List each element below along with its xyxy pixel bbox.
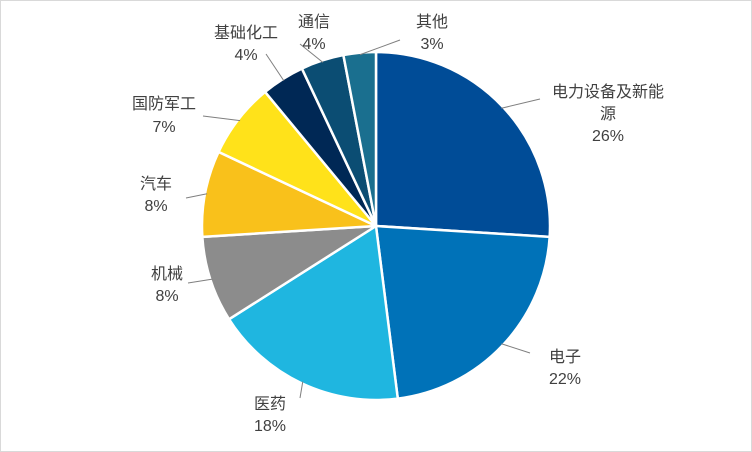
leader-line-7 bbox=[299, 43, 324, 63]
pie-slice-0 bbox=[374, 50, 552, 239]
label-pct-auto: 8% bbox=[144, 198, 167, 215]
label-pct-chemicals: 4% bbox=[234, 47, 257, 64]
leader-line-8 bbox=[359, 39, 401, 56]
label-name-other: 其他 bbox=[416, 13, 448, 31]
slice-labels: 电力设备及新能 源 26% 电子 22% 医药 18% 机械 8% 汽车 8% … bbox=[132, 13, 664, 435]
pie-slice-8 bbox=[341, 50, 378, 227]
label-name-machinery: 机械 bbox=[151, 265, 183, 283]
label-name-chemicals: 基础化工 bbox=[214, 24, 278, 42]
leader-line-6 bbox=[265, 53, 285, 82]
pie-slice-1 bbox=[374, 224, 551, 401]
label-name-power-equipment-cont: 源 bbox=[600, 105, 616, 123]
label-name-electronics: 电子 bbox=[549, 348, 581, 366]
leader-line-3 bbox=[187, 278, 213, 284]
label-name-defense: 国防军工 bbox=[132, 95, 196, 113]
label-name-pharma: 医药 bbox=[254, 395, 286, 413]
leader-line-4 bbox=[185, 193, 208, 199]
leader-line-0 bbox=[501, 98, 541, 109]
label-name-telecom: 通信 bbox=[298, 13, 330, 31]
leader-line-1 bbox=[501, 343, 531, 354]
leader-line-5 bbox=[202, 115, 241, 122]
pie-slices bbox=[200, 50, 552, 402]
label-pct-pharma: 18% bbox=[254, 418, 286, 435]
label-pct-power-equipment: 26% bbox=[592, 128, 624, 145]
label-pct-other: 3% bbox=[420, 36, 443, 53]
pie-slice-2 bbox=[227, 223, 400, 402]
leader-line-2 bbox=[299, 381, 304, 399]
label-pct-machinery: 8% bbox=[155, 288, 178, 305]
label-pct-electronics: 22% bbox=[549, 371, 581, 388]
label-name-auto: 汽车 bbox=[140, 175, 172, 193]
label-pct-telecom: 4% bbox=[302, 36, 325, 53]
leader-lines bbox=[185, 39, 541, 399]
label-name-power-equipment: 电力设备及新能 bbox=[552, 83, 664, 101]
label-pct-defense: 7% bbox=[152, 119, 175, 136]
